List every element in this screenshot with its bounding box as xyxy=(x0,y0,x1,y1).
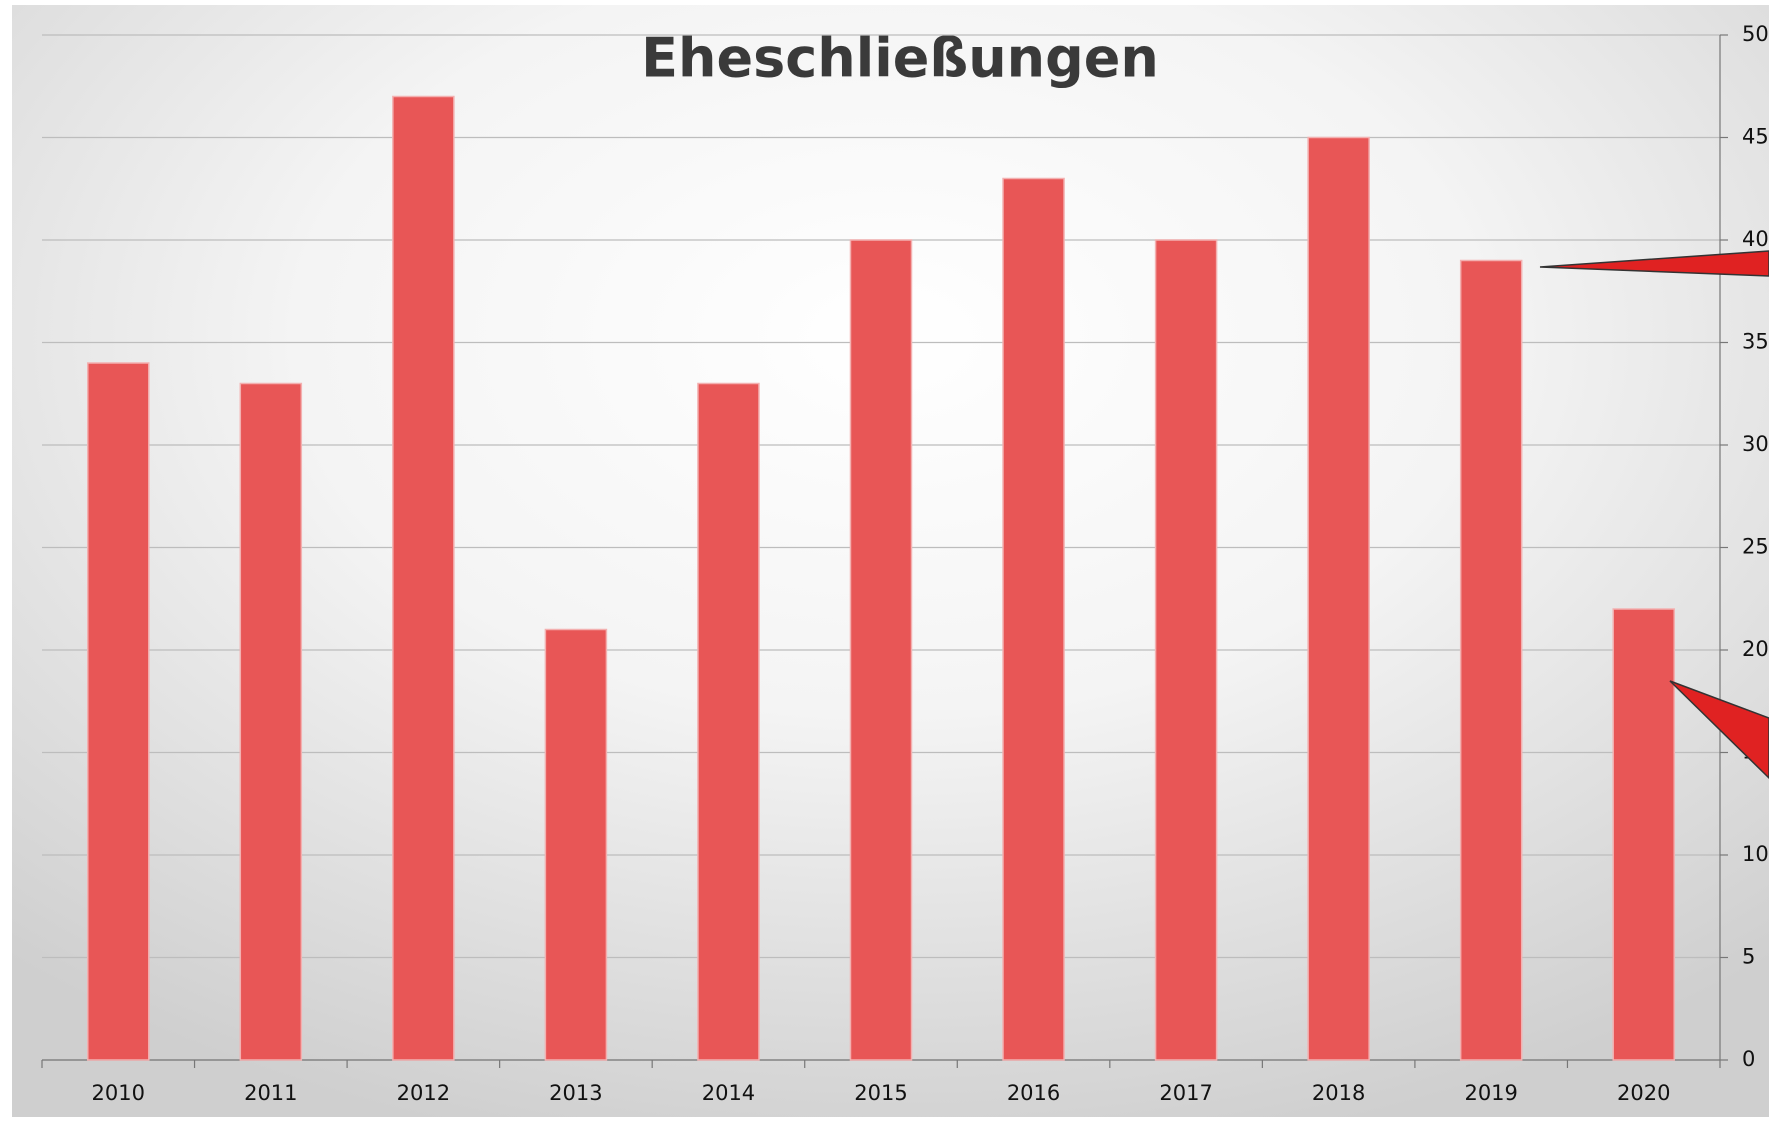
x-tick-label: 2016 xyxy=(1007,1081,1060,1105)
y-tick-label: 50 xyxy=(1742,22,1769,46)
y-tick-label: 10 xyxy=(1742,842,1769,866)
y-tick-label: 45 xyxy=(1742,125,1769,149)
x-tick-label: 2015 xyxy=(854,1081,907,1105)
y-tick-label: 20 xyxy=(1742,637,1769,661)
x-tick-label: 2011 xyxy=(244,1081,297,1105)
y-tick-label: 30 xyxy=(1742,432,1769,456)
x-tick-label: 2018 xyxy=(1312,1081,1365,1105)
bar xyxy=(1002,177,1065,1061)
chart-title: Eheschließungen xyxy=(641,27,1159,90)
y-tick-label: 0 xyxy=(1742,1047,1755,1071)
x-tick-label: 2013 xyxy=(549,1081,602,1105)
bar xyxy=(544,628,608,1061)
bar xyxy=(1154,239,1218,1061)
bar xyxy=(392,95,455,1061)
plot: 0510152025303540455020102011201220132014… xyxy=(41,22,1769,1105)
bar xyxy=(697,382,760,1061)
bar xyxy=(1307,136,1370,1061)
y-tick-label: 35 xyxy=(1742,330,1769,354)
bar xyxy=(239,382,303,1061)
bar xyxy=(849,239,913,1061)
y-tick-label: 25 xyxy=(1742,535,1769,559)
y-tick-label: 5 xyxy=(1742,945,1755,969)
x-tick-label: 2012 xyxy=(397,1081,450,1105)
x-tick-label: 2019 xyxy=(1464,1081,1517,1105)
y-tick-label: 40 xyxy=(1742,227,1769,251)
annotation-arrow xyxy=(1669,680,1769,780)
annotation-arrow xyxy=(1539,250,1769,277)
x-tick-label: 2020 xyxy=(1617,1081,1670,1105)
x-tick-label: 2017 xyxy=(1159,1081,1212,1105)
bar xyxy=(1612,608,1675,1061)
x-tick-label: 2014 xyxy=(702,1081,755,1105)
bar xyxy=(1459,259,1523,1061)
bar xyxy=(87,362,150,1061)
x-tick-label: 2010 xyxy=(92,1081,145,1105)
